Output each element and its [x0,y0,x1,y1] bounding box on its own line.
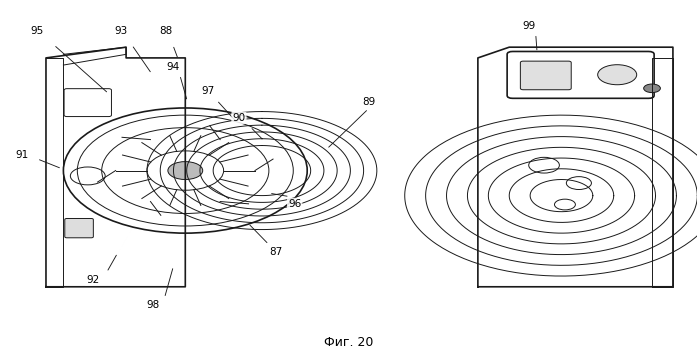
Text: 96: 96 [288,199,302,209]
FancyBboxPatch shape [65,219,94,238]
Text: 92: 92 [86,275,99,285]
Text: 91: 91 [15,150,28,160]
Circle shape [597,65,637,85]
Text: 99: 99 [522,22,535,32]
Text: 90: 90 [232,113,246,123]
Text: 95: 95 [30,27,43,37]
FancyBboxPatch shape [521,61,571,90]
Circle shape [168,162,202,180]
Text: Фиг. 20: Фиг. 20 [325,336,373,349]
Text: 97: 97 [201,86,214,96]
Text: 98: 98 [146,300,159,311]
Text: 88: 88 [159,27,172,37]
Text: 93: 93 [114,27,127,37]
Circle shape [644,84,660,93]
Text: 87: 87 [269,247,283,257]
Text: 89: 89 [362,97,375,107]
Text: 94: 94 [166,62,179,72]
